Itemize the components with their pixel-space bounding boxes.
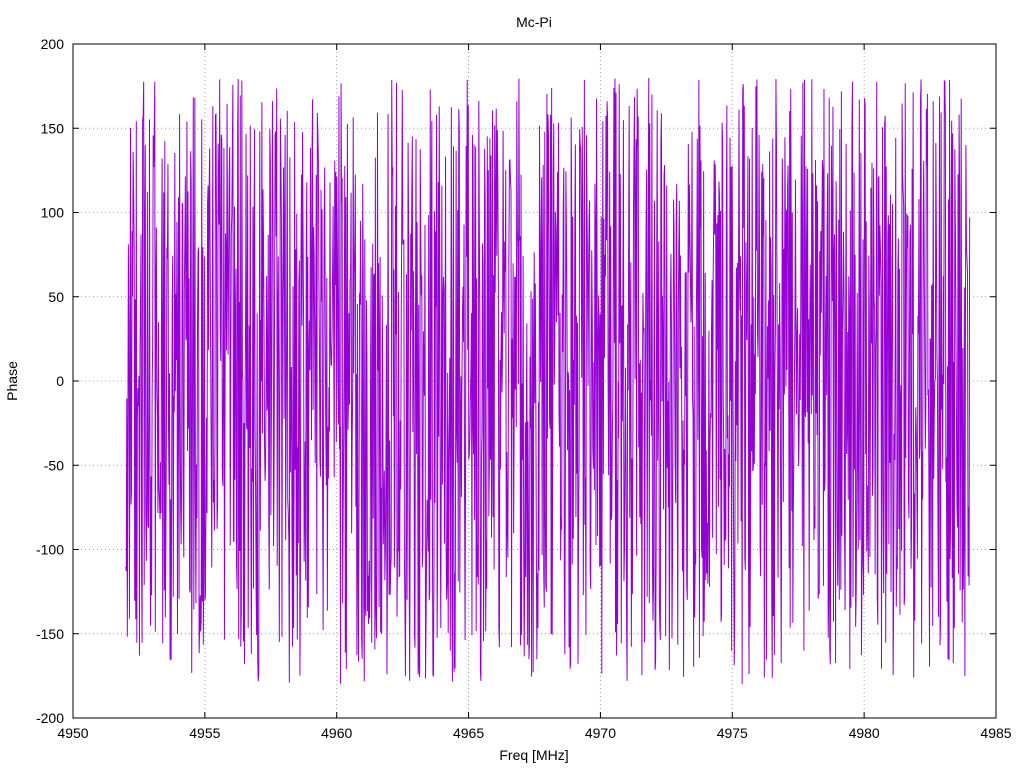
- x-tick-label: 4950: [57, 725, 88, 741]
- chart-title: Mc-Pi: [516, 14, 552, 30]
- phase-series-line: [125, 78, 971, 685]
- y-tick-labels: -200 -150 -100 -50 0 50 100 150 200: [36, 36, 64, 726]
- y-tick-label: -100: [36, 542, 64, 558]
- y-tick-label: 150: [41, 120, 65, 136]
- x-tick-label: 4970: [585, 725, 616, 741]
- y-tick-label: 200: [41, 36, 65, 52]
- y-tick-label: 50: [48, 289, 64, 305]
- tick-marks: [72, 43, 997, 719]
- x-tick-label: 4980: [849, 725, 880, 741]
- y-tick-label: -200: [36, 710, 64, 726]
- x-tick-label: 4965: [453, 725, 484, 741]
- series-layer: [125, 78, 971, 685]
- y-tick-label: -50: [44, 457, 64, 473]
- y-axis-label: Phase: [4, 361, 20, 401]
- y-tick-label: -150: [36, 626, 64, 642]
- y-tick-label: 100: [41, 205, 65, 221]
- x-axis-label: Freq [MHz]: [499, 747, 568, 763]
- x-tick-labels: 4950 4955 4960 4965 4970 4975 4980 4985: [57, 725, 1011, 741]
- x-tick-label: 4955: [189, 725, 220, 741]
- x-tick-label: 4985: [980, 725, 1011, 741]
- x-tick-label: 4975: [717, 725, 748, 741]
- x-tick-label: 4960: [321, 725, 352, 741]
- y-tick-label: 0: [56, 373, 64, 389]
